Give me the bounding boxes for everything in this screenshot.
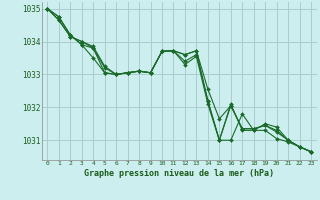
X-axis label: Graphe pression niveau de la mer (hPa): Graphe pression niveau de la mer (hPa) xyxy=(84,169,274,178)
